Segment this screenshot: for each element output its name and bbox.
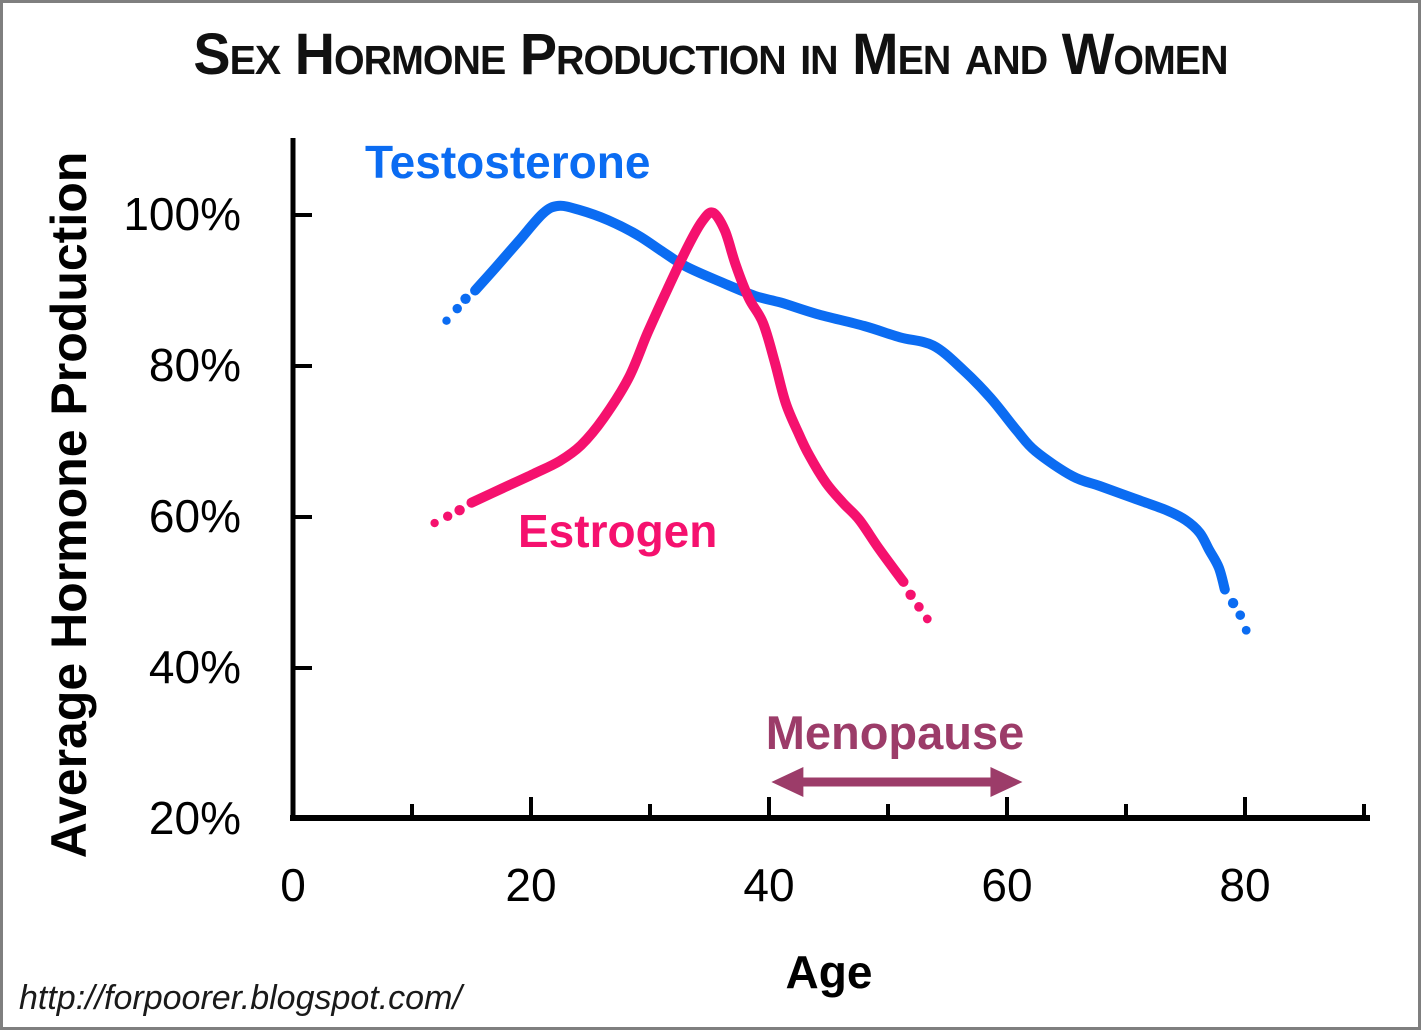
estrogen-lead-dot (430, 518, 439, 528)
menopause-annotation-label: Menopause (765, 706, 1025, 759)
chart-canvas (290, 138, 1370, 821)
x-tick-label-80: 80 (1219, 859, 1271, 911)
menopause-arrow-left-head (771, 767, 804, 798)
testosterone-lead-dot (452, 303, 462, 314)
estrogen-lead-dot (443, 511, 453, 521)
testosterone-lead-dot (460, 293, 471, 305)
testosterone-curve-label: Testosterone (365, 136, 651, 188)
y-tick-label-80: 80% (148, 339, 241, 391)
y-tick-label-40: 40% (148, 641, 241, 693)
y-tick-label-20: 20% (148, 792, 241, 844)
testosterone-lead-dot (442, 316, 451, 325)
estrogen-curve-label: Estrogen (518, 505, 718, 557)
x-tick-label-40: 40 (743, 859, 795, 911)
estrogen-lead-dot (454, 505, 465, 516)
menopause-arrow-right-head (990, 767, 1023, 798)
x-tick-label-0: 0 (280, 859, 306, 911)
testosterone-tail-dot (1235, 610, 1246, 620)
estrogen-tail-dot (922, 614, 932, 624)
testosterone-tail-dot (1227, 597, 1239, 609)
source-url-text: http://forpoorer.blogspot.com/ (19, 979, 462, 1017)
estrogen-curve (466, 207, 909, 587)
chart-title: Sex Hormone Production in Men and Women (193, 22, 1228, 87)
y-tick-label-100: 100% (123, 188, 241, 240)
testosterone-tail-dot (1241, 625, 1251, 635)
estrogen-tail-dot (905, 589, 916, 600)
testosterone-curve (470, 200, 1230, 595)
estrogen-tail-dot (914, 602, 924, 612)
x-tick-label-20: 20 (505, 859, 557, 911)
x-axis-title: Age (785, 946, 873, 998)
x-tick-label-60: 60 (981, 859, 1033, 911)
y-tick-label-60: 60% (148, 490, 241, 542)
